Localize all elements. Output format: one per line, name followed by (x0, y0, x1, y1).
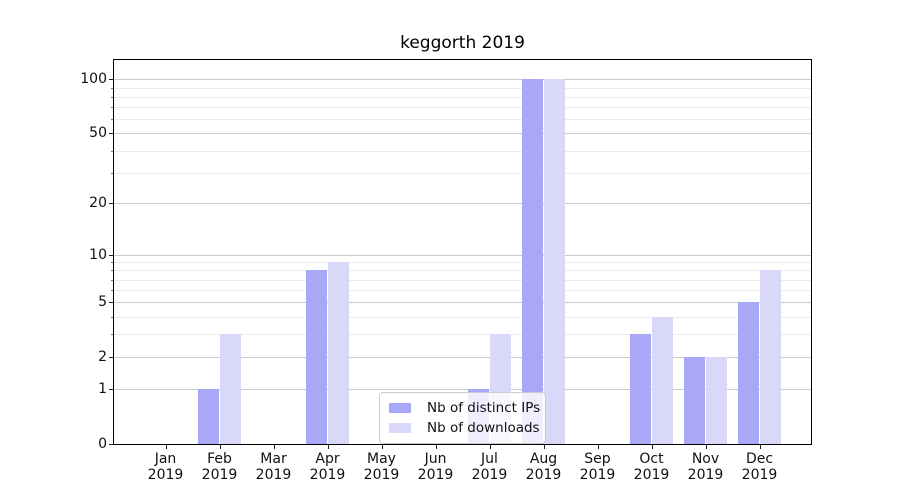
y-axis-tick-label: 20 (89, 195, 107, 212)
x-axis-tick-label: Jun 2019 (417, 451, 454, 483)
y-axis-tick (109, 203, 113, 205)
x-axis-tick (759, 445, 761, 449)
chart-title: keggorth 2019 (400, 33, 525, 53)
y-axis-minor-tick (111, 270, 113, 272)
gridline-minor (114, 270, 811, 272)
gridline-minor (114, 119, 811, 121)
legend-label: Nb of downloads (427, 420, 540, 436)
bar-distinct-ips-oct (629, 334, 652, 444)
x-axis-tick-label: Mar 2019 (255, 451, 292, 483)
y-axis-tick (109, 133, 113, 135)
gridline-major (114, 357, 811, 359)
x-axis-tick (651, 445, 653, 449)
x-axis-tick (435, 445, 437, 449)
y-axis-tick (109, 357, 113, 359)
gridline-major (114, 389, 811, 391)
y-axis-tick (109, 302, 113, 304)
bar-distinct-ips-feb (197, 389, 220, 444)
gridline-minor (114, 334, 811, 336)
y-axis-minor-tick (111, 107, 113, 109)
plot-area: Nb of distinct IPs Nb of downloads (113, 59, 812, 445)
bar-distinct-ips-nov (683, 357, 706, 444)
gridline-minor (114, 279, 811, 281)
x-axis-tick (165, 445, 167, 449)
x-axis-tick (705, 445, 707, 449)
y-axis-tick-label: 0 (98, 436, 107, 452)
y-axis-minor-tick (111, 290, 113, 292)
gridline-minor (114, 172, 811, 174)
y-axis-minor-tick (111, 150, 113, 152)
y-axis-minor-tick (111, 316, 113, 318)
x-axis-tick-label: Oct 2019 (633, 451, 670, 483)
y-axis-tick-label: 2 (98, 349, 107, 366)
gridline-major (114, 133, 811, 135)
x-axis-tick-label: Nov 2019 (687, 451, 724, 483)
legend-swatch-downloads (389, 423, 411, 433)
x-axis-tick-label: May 2019 (363, 451, 400, 483)
y-axis-tick (109, 79, 113, 81)
x-axis-tick (543, 445, 545, 449)
x-axis-tick-label: Dec 2019 (741, 451, 778, 483)
y-axis-tick-label: 100 (80, 71, 107, 88)
gridline-minor (114, 87, 811, 89)
x-axis-tick-label: Sep 2019 (579, 451, 616, 483)
y-axis-minor-tick (111, 172, 113, 174)
legend: Nb of distinct IPs Nb of downloads (379, 392, 546, 444)
gridline-minor (114, 150, 811, 152)
y-axis-minor-tick (111, 279, 113, 281)
x-axis-tick (489, 445, 491, 449)
gridline-minor (114, 290, 811, 292)
bar-distinct-ips-apr (305, 270, 328, 444)
y-axis-tick-label: 1 (98, 381, 107, 398)
gridline-major (114, 254, 811, 256)
y-axis-minor-tick (111, 119, 113, 121)
y-axis-minor-tick (111, 96, 113, 98)
y-axis-tick (109, 389, 113, 391)
gridline-minor (114, 96, 811, 98)
x-axis-tick-label: Jan 2019 (147, 451, 184, 483)
legend-label: Nb of distinct IPs (427, 400, 541, 416)
x-axis-tick (273, 445, 275, 449)
legend-swatch-distinct-ips (389, 403, 411, 413)
bar-downloads-dec (759, 270, 782, 444)
bar-downloads-apr (327, 262, 350, 444)
gridline-minor (114, 107, 811, 109)
y-axis-tick-label: 5 (98, 294, 107, 311)
gridline-minor (114, 262, 811, 264)
gridline-major (114, 79, 811, 81)
y-axis-minor-tick (111, 262, 113, 264)
bar-distinct-ips-aug (521, 79, 544, 444)
x-axis-tick (381, 445, 383, 449)
bar-downloads-aug (543, 79, 566, 444)
gridline-major (114, 302, 811, 304)
y-axis-tick-label: 10 (89, 246, 107, 263)
x-axis-tick (219, 445, 221, 449)
bar-distinct-ips-dec (737, 302, 760, 444)
x-axis-tick-label: Feb 2019 (201, 451, 238, 483)
bar-downloads-nov (705, 357, 728, 444)
bar-downloads-feb (219, 334, 242, 444)
y-axis-tick (109, 444, 113, 445)
y-axis-minor-tick (111, 87, 113, 89)
gridline-minor (114, 316, 811, 318)
y-axis-tick (109, 254, 113, 256)
y-axis-tick-label: 50 (89, 125, 107, 142)
y-axis-minor-tick (111, 334, 113, 336)
bar-downloads-oct (651, 316, 674, 444)
x-axis-tick-label: Apr 2019 (309, 451, 346, 483)
x-axis-tick (327, 445, 329, 449)
gridline-major (114, 203, 811, 205)
x-axis-tick-label: Aug 2019 (525, 451, 562, 483)
legend-item: Nb of distinct IPs (389, 398, 541, 418)
x-axis-tick-label: Jul 2019 (471, 451, 508, 483)
x-axis-tick (597, 445, 599, 449)
legend-item: Nb of downloads (389, 418, 540, 438)
